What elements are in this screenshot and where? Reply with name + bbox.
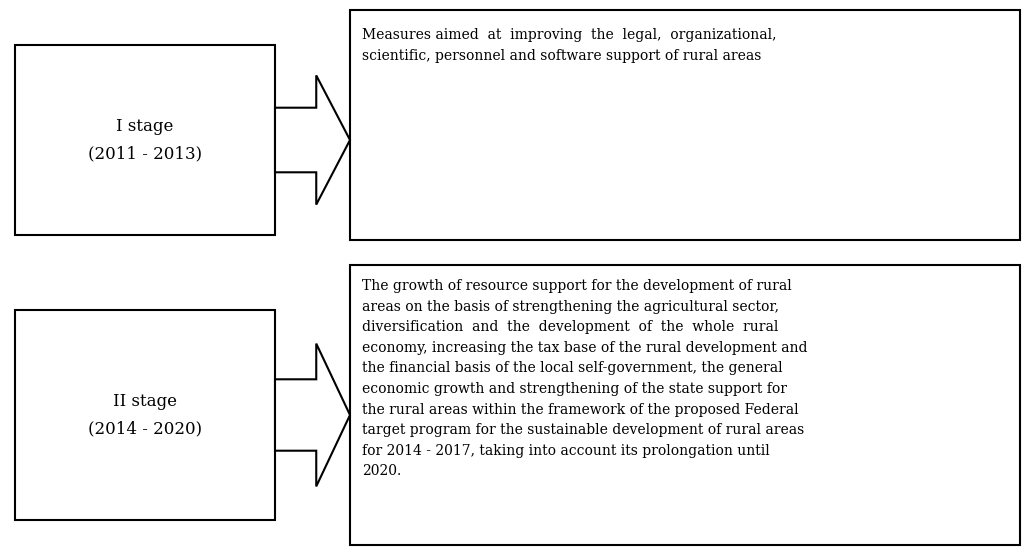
Text: I stage
(2011 - 2013): I stage (2011 - 2013) <box>88 118 202 162</box>
Polygon shape <box>275 343 350 486</box>
Text: The growth of resource support for the development of rural
areas on the basis o: The growth of resource support for the d… <box>362 279 807 479</box>
Bar <box>350 10 1020 240</box>
Bar <box>350 265 1020 545</box>
Text: II stage
(2014 - 2020): II stage (2014 - 2020) <box>88 393 202 437</box>
Bar <box>15 45 275 235</box>
Polygon shape <box>275 75 350 204</box>
Bar <box>15 310 275 520</box>
Text: Measures aimed  at  improving  the  legal,  organizational,
scientific, personne: Measures aimed at improving the legal, o… <box>362 28 777 63</box>
